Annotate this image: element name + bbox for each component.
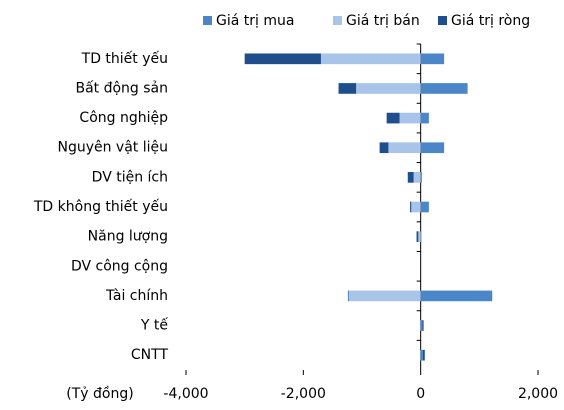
y-tick-label: TD thiết yếu bbox=[81, 50, 168, 67]
bar bbox=[420, 112, 429, 124]
bar bbox=[420, 349, 424, 361]
bar bbox=[422, 320, 424, 331]
bar bbox=[420, 83, 468, 94]
bar bbox=[420, 349, 421, 361]
x-tick-label: -4,000 bbox=[163, 386, 208, 402]
bar bbox=[348, 290, 421, 302]
bar bbox=[411, 201, 421, 213]
y-tick-label: Bất động sản bbox=[75, 80, 168, 96]
legend-label: Giá trị mua bbox=[216, 13, 294, 29]
bar bbox=[413, 172, 421, 183]
bar bbox=[410, 201, 412, 213]
y-tick-label: Công nghiệp bbox=[79, 110, 168, 126]
legend-swatch bbox=[438, 16, 447, 25]
bar bbox=[418, 231, 421, 242]
bar bbox=[338, 83, 357, 94]
x-axis-label: (Tỷ đồng) bbox=[66, 385, 133, 402]
bar bbox=[420, 53, 445, 65]
bar bbox=[388, 142, 421, 154]
y-tick-label: Y tế bbox=[140, 317, 168, 334]
x-tick-label: -2,000 bbox=[281, 386, 326, 402]
bar bbox=[356, 83, 421, 94]
legend-swatch bbox=[333, 16, 342, 25]
bar bbox=[420, 320, 423, 331]
bar bbox=[423, 349, 425, 361]
y-tick-label: CNTT bbox=[131, 347, 169, 363]
bar bbox=[320, 53, 421, 65]
bar bbox=[420, 201, 429, 213]
bar bbox=[420, 290, 493, 302]
y-tick-label: Tài chính bbox=[105, 288, 168, 304]
bar bbox=[399, 112, 421, 124]
y-tick-label: Nguyên vật liệu bbox=[57, 140, 168, 156]
bar bbox=[416, 231, 419, 242]
y-tick-label: DV công cộng bbox=[71, 258, 168, 274]
y-tick-label: Năng lượng bbox=[88, 229, 168, 245]
bar bbox=[386, 112, 400, 124]
legend-label: Giá trị bán bbox=[346, 13, 420, 29]
x-tick-label: 2,000 bbox=[518, 386, 558, 402]
bar bbox=[347, 290, 349, 302]
y-tick-label: DV tiện ích bbox=[92, 169, 168, 185]
legend-label: Giá trị ròng bbox=[451, 13, 530, 29]
bar bbox=[420, 172, 422, 183]
bar bbox=[420, 142, 445, 154]
bar bbox=[420, 231, 422, 242]
x-tick-label: 0 bbox=[416, 386, 425, 402]
legend-swatch bbox=[203, 16, 212, 25]
y-tick-label: TD không thiết yếu bbox=[33, 198, 168, 215]
bar bbox=[420, 320, 421, 331]
bar bbox=[407, 172, 414, 183]
bar bbox=[379, 142, 389, 154]
bar bbox=[244, 53, 321, 65]
